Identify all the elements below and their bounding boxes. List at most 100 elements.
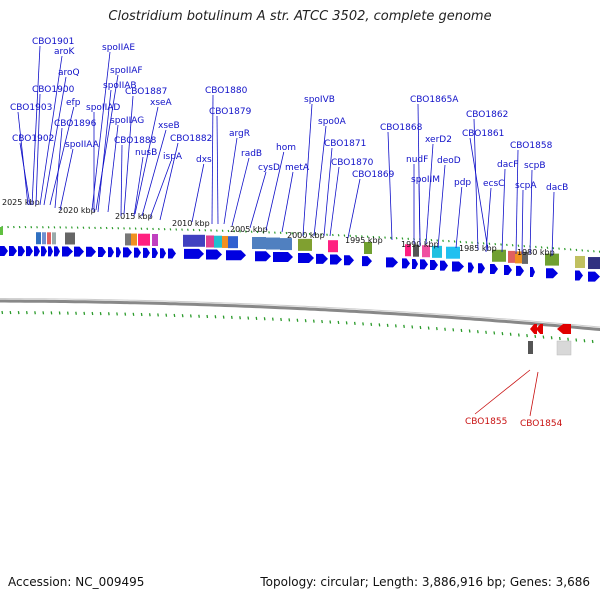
tick-mark: [34, 311, 36, 315]
leader-line: [521, 189, 524, 255]
feature-block: [528, 341, 533, 354]
tick-mark: [230, 315, 233, 320]
leader-line: [329, 166, 340, 237]
tick-mark: [30, 226, 33, 229]
tick-mark: [198, 228, 201, 232]
tick-mark: [349, 234, 352, 237]
tick-mark: [124, 312, 127, 316]
tick-mark: [169, 228, 172, 231]
tick-mark: [25, 311, 28, 315]
gene-label-cbo1882: CBO1882: [170, 134, 212, 144]
feature-block: [556, 340, 572, 356]
tick-mark: [517, 333, 520, 337]
cds-arrow: [490, 264, 498, 275]
gene-label-dxs: dxs: [196, 155, 212, 165]
leader-line: [347, 178, 361, 239]
gene-label-deod: deoD: [437, 156, 461, 166]
tick-mark: [424, 238, 427, 241]
tick-mark: [303, 232, 305, 235]
tick-mark: [509, 332, 512, 336]
tick-mark: [59, 226, 62, 229]
cds-reverse-arrow: [536, 324, 543, 334]
kbp-tick-label: 2000 kbp: [287, 231, 325, 240]
tick-mark: [567, 337, 569, 341]
tick-mark: [221, 229, 224, 232]
tick-mark: [216, 229, 218, 232]
gene-label-spoiiad: spoIIAD: [86, 103, 120, 113]
feature-block: [522, 251, 528, 264]
feature-blocks: [36, 232, 600, 270]
cds-arrow: [9, 246, 17, 257]
tick-mark: [444, 327, 446, 331]
tick-mark: [75, 311, 77, 315]
feature-block: [515, 251, 522, 264]
gene-label-argr: argR: [229, 129, 250, 139]
tick-mark: [366, 235, 369, 238]
leader-line: [159, 142, 179, 221]
gene-label-spo0a: spo0A: [318, 117, 347, 127]
tick-mark: [210, 229, 212, 232]
gene-label-xseb: xseB: [158, 121, 180, 131]
gene-label-aroq: aroQ: [58, 68, 80, 78]
leader-line: [107, 124, 119, 213]
feature-block: [206, 235, 214, 248]
tick-mark: [13, 225, 15, 229]
cds-arrow: [41, 246, 47, 257]
tick-mark: [91, 311, 94, 316]
gene-label-cbo1855: CBO1855: [465, 417, 507, 427]
tick-mark: [99, 312, 102, 316]
tick-mark: [262, 231, 265, 234]
tick-mark: [1, 310, 4, 315]
tick-mark: [297, 232, 299, 235]
leader-line: [529, 371, 539, 417]
tick-mark: [123, 227, 125, 230]
gene-label-nusb: nusB: [135, 148, 157, 158]
leader-line: [529, 169, 533, 255]
tick-mark: [296, 318, 299, 322]
kbp-tick-label: 2005 kbp: [230, 225, 268, 234]
gene-label-spoiim: spoIIM: [411, 175, 440, 185]
tick-mark: [280, 317, 282, 322]
tick-mark: [148, 313, 151, 317]
gene-label-scpb: scpB: [524, 161, 546, 171]
cds-arrow: [255, 251, 271, 262]
tick-mark: [274, 231, 276, 234]
tick-mark: [66, 311, 69, 315]
gene-label-cbo1861: CBO1861: [462, 129, 504, 139]
feature-block: [36, 232, 41, 245]
cds-arrow: [48, 246, 53, 257]
tick-mark: [132, 312, 135, 316]
tick-mark: [362, 322, 364, 326]
gene-label-cbo1896: CBO1896: [54, 119, 97, 129]
leader-line: [120, 144, 123, 217]
tick-mark: [345, 321, 348, 325]
tick-mark: [407, 237, 410, 240]
leader-line: [485, 187, 492, 253]
kbp-tick-label: 2025 kbp: [2, 198, 40, 207]
tick-mark: [488, 242, 491, 245]
tick-mark: [471, 241, 473, 244]
feature-block: [575, 255, 585, 268]
tick-mark: [419, 325, 422, 330]
tick-mark: [355, 234, 357, 238]
cds-arrow: [468, 262, 474, 273]
gene-label-hom: hom: [276, 143, 296, 153]
gene-label-cbo1854: CBO1854: [520, 419, 563, 429]
tick-mark: [250, 230, 253, 233]
tick-mark: [82, 226, 85, 229]
feature-block: [214, 235, 222, 248]
tick-mark: [558, 247, 560, 250]
feature-block: [125, 233, 131, 246]
tick-mark: [523, 244, 526, 248]
tick-mark: [24, 225, 27, 229]
leader-line: [473, 118, 479, 251]
feature-block: [446, 246, 460, 259]
tick-mark: [158, 227, 160, 231]
feature-block: [152, 234, 158, 247]
tick-mark: [476, 330, 479, 334]
leader-line: [437, 164, 446, 249]
tick-mark: [50, 311, 53, 315]
tick-mark: [285, 231, 288, 235]
feature-block: [65, 232, 75, 245]
